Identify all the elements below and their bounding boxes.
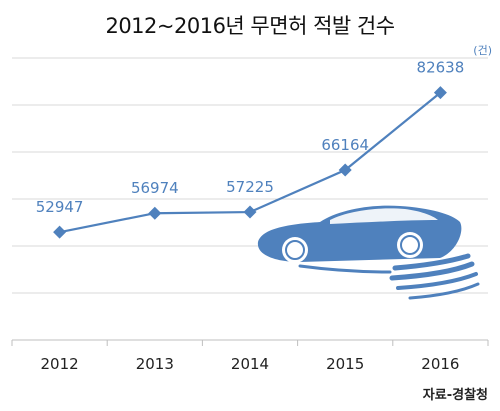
x-axis: 2012 2013 2014 2015 2016 [11, 339, 489, 373]
chart-title: 2012~2016년 무면허 적발 건수 [105, 14, 395, 38]
data-label: 66164 [321, 136, 369, 154]
data-label: 57225 [226, 178, 274, 196]
x-tick-label: 2015 [326, 355, 364, 373]
data-labels: 52947 56974 57225 66164 82638 [36, 59, 465, 217]
data-point [338, 163, 352, 177]
x-tick-label: 2012 [41, 355, 79, 373]
x-tick-label: 2013 [136, 355, 174, 373]
data-label: 56974 [131, 179, 179, 197]
data-series [53, 86, 447, 239]
unit-label: (건) [473, 44, 492, 57]
data-label: 82638 [417, 59, 465, 77]
data-point [433, 86, 447, 100]
x-tick-label: 2016 [421, 355, 459, 373]
source-note: 자료-경찰청 [422, 388, 488, 403]
data-label: 52947 [36, 198, 84, 216]
data-point [148, 206, 162, 220]
data-point [243, 205, 257, 219]
x-tick-label: 2014 [231, 355, 269, 373]
data-point [53, 225, 67, 239]
car-icon [257, 205, 480, 300]
